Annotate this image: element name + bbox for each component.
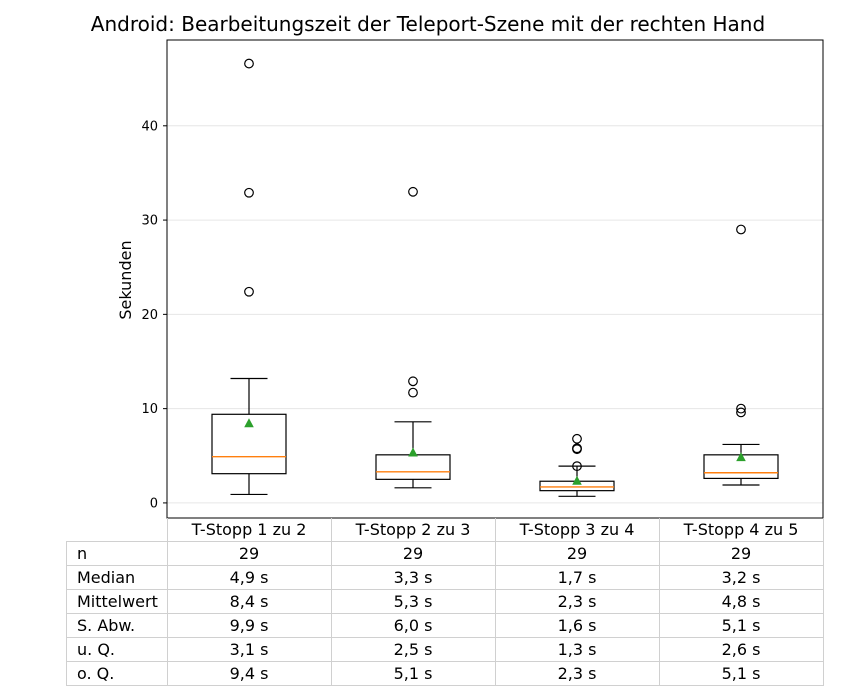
outlier-point <box>244 187 254 198</box>
outlier-point <box>244 58 254 69</box>
y-axis-label: Sekunden <box>116 240 135 319</box>
table-cell: 2,6 s <box>658 637 824 662</box>
table-cell: 5,1 s <box>658 661 824 686</box>
table-header-row: T-Stopp 1 zu 2 T-Stopp 2 zu 3 T-Stopp 3 … <box>67 518 824 542</box>
table-cell: 8,4 s <box>166 589 332 614</box>
table-row: n 29 29 29 29 <box>66 541 824 566</box>
y-tick-label: 40 <box>141 119 158 134</box>
y-tick-label: 10 <box>141 402 158 417</box>
statistics-table: T-Stopp 1 zu 2 T-Stopp 2 zu 3 T-Stopp 3 … <box>66 518 824 686</box>
table-cell: 1,6 s <box>494 613 660 638</box>
table-column-header: T-Stopp 1 zu 2 <box>166 518 332 542</box>
box-group <box>375 186 451 489</box>
iqr-box <box>211 413 287 475</box>
table-corner-cell <box>67 518 168 542</box>
table-cell: 6,0 s <box>330 613 496 638</box>
table-cell: 29 <box>166 541 332 566</box>
box-group <box>703 224 779 486</box>
table-cell: 5,1 s <box>330 661 496 686</box>
boxplot-chart: 0 10 20 30 40 Sekunden <box>116 39 824 519</box>
table-cell: 2,5 s <box>330 637 496 662</box>
table-column-header: T-Stopp 4 zu 5 <box>658 518 824 542</box>
row-label: S. Abw. <box>66 613 168 638</box>
box-group <box>211 58 287 496</box>
table-cell: 5,1 s <box>658 613 824 638</box>
row-label: n <box>66 541 168 566</box>
y-tick-label: 20 <box>141 308 158 323</box>
box-group <box>539 433 615 497</box>
table-cell: 29 <box>658 541 824 566</box>
table-cell: 1,3 s <box>494 637 660 662</box>
table-row: S. Abw. 9,9 s 6,0 s 1,6 s 5,1 s <box>66 613 824 638</box>
chart-title: Android: Bearbeitungszeit der Teleport-S… <box>90 12 766 36</box>
y-tick-label: 30 <box>141 214 158 229</box>
table-cell: 1,7 s <box>494 565 660 590</box>
table-cell: 9,4 s <box>166 661 332 686</box>
table-cell: 3,3 s <box>330 565 496 590</box>
outlier-point <box>736 224 746 235</box>
outlier-point <box>736 407 746 418</box>
table-cell: 4,9 s <box>166 565 332 590</box>
table-cell: 4,8 s <box>658 589 824 614</box>
table-row: u. Q. 3,1 s 2,5 s 1,3 s 2,6 s <box>66 637 824 662</box>
outlier-point <box>572 443 582 454</box>
table-cell: 3,1 s <box>166 637 332 662</box>
table-row: Mittelwert 8,4 s 5,3 s 2,3 s 4,8 s <box>66 589 824 614</box>
table-cell: 3,2 s <box>658 565 824 590</box>
row-label: Median <box>66 565 168 590</box>
table-cell: 2,3 s <box>494 589 660 614</box>
mean-marker <box>736 452 746 462</box>
box-series <box>211 58 779 497</box>
table-cell: 9,9 s <box>166 613 332 638</box>
table-row: Median 4,9 s 3,3 s 1,7 s 3,2 s <box>66 565 824 590</box>
mean-marker <box>408 447 418 457</box>
outlier-point <box>572 461 582 472</box>
plot-area-frame <box>166 39 824 519</box>
table-cell: 29 <box>494 541 660 566</box>
table-column-header: T-Stopp 3 zu 4 <box>494 518 660 542</box>
outlier-point <box>408 387 418 398</box>
mean-marker <box>572 475 582 485</box>
iqr-box <box>375 454 451 480</box>
y-axis-ticks: 0 10 20 30 40 <box>141 119 167 511</box>
grid-lines <box>167 125 823 504</box>
outlier-point <box>408 186 418 197</box>
row-label: o. Q. <box>66 661 168 686</box>
mean-marker <box>244 418 254 428</box>
table-row: o. Q. 9,4 s 5,1 s 2,3 s 5,1 s <box>66 661 824 686</box>
table-cell: 5,3 s <box>330 589 496 614</box>
table-cell: 2,3 s <box>494 661 660 686</box>
outlier-point <box>408 376 418 387</box>
outlier-point <box>572 433 582 444</box>
outlier-point <box>244 286 254 297</box>
row-label: u. Q. <box>66 637 168 662</box>
table-column-header: T-Stopp 2 zu 3 <box>330 518 496 542</box>
y-tick-label: 0 <box>150 496 158 511</box>
row-label: Mittelwert <box>66 589 168 614</box>
table-cell: 29 <box>330 541 496 566</box>
outlier-point <box>736 403 746 414</box>
